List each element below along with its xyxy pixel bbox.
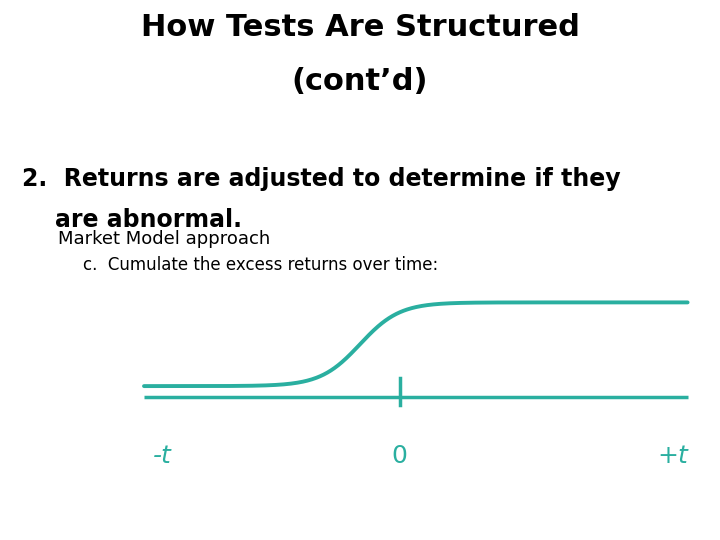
Text: 2.  Returns are adjusted to determine if they: 2. Returns are adjusted to determine if … [22, 167, 620, 191]
Text: Market Model approach: Market Model approach [58, 230, 270, 247]
Text: 0: 0 [392, 444, 408, 468]
Text: c.  Cumulate the excess returns over time:: c. Cumulate the excess returns over time… [83, 256, 438, 274]
Text: +t: +t [658, 444, 688, 468]
Text: are abnormal.: are abnormal. [22, 208, 242, 232]
Text: How Tests Are Structured: How Tests Are Structured [140, 14, 580, 43]
Text: (cont’d): (cont’d) [292, 68, 428, 97]
Text: -t: -t [153, 444, 171, 468]
